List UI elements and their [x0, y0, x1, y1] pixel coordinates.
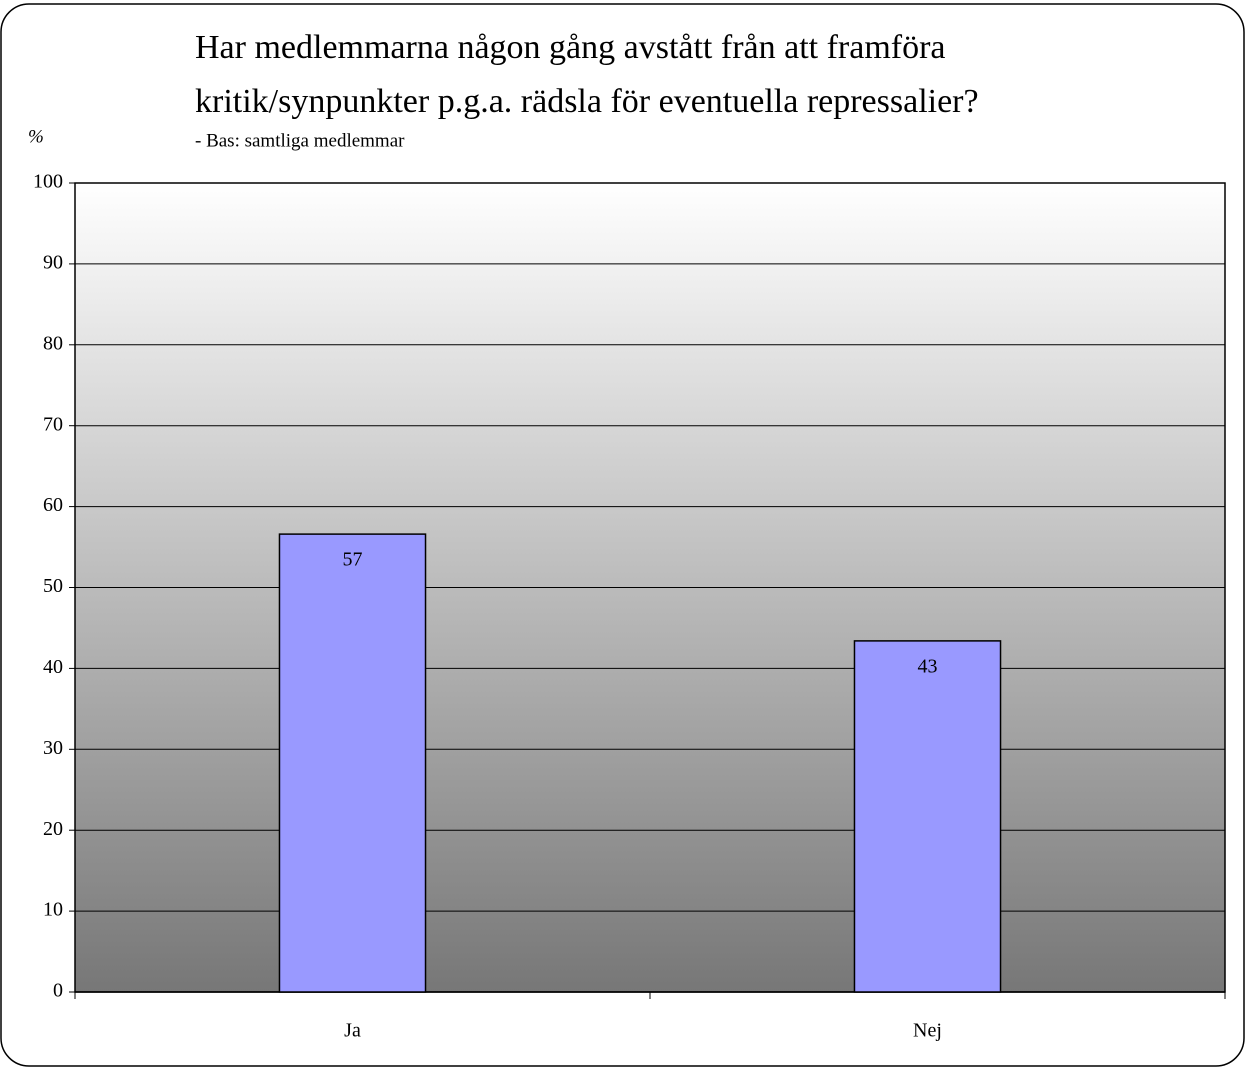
data-label: 57	[343, 549, 363, 571]
bar	[853, 640, 1002, 993]
y-tick-label: 50	[43, 575, 63, 597]
data-label: 43	[918, 655, 938, 677]
y-tick-label: 0	[53, 980, 63, 1002]
chart-title: Har medlemmarna någon gång avstått från …	[195, 29, 946, 66]
y-tick-label: 80	[43, 332, 63, 354]
y-tick-label: 90	[43, 251, 63, 273]
y-tick-label: 20	[43, 818, 63, 840]
bar	[278, 533, 427, 993]
y-tick-label: 10	[43, 899, 63, 921]
x-tick-label: Nej	[913, 1020, 942, 1042]
y-tick-label: 70	[43, 413, 63, 435]
y-tick-label: 100	[33, 171, 63, 193]
chart-title: kritik/synpunkter p.g.a. rädsla för even…	[195, 83, 979, 120]
y-tick-label: 30	[43, 737, 63, 759]
x-tick-label: Ja	[344, 1020, 361, 1042]
y-axis-label: %	[28, 126, 44, 147]
y-tick-label: 60	[43, 494, 63, 516]
chart-subtitle: - Bas: samtliga medlemmar	[195, 130, 405, 151]
y-tick-label: 40	[43, 656, 63, 678]
